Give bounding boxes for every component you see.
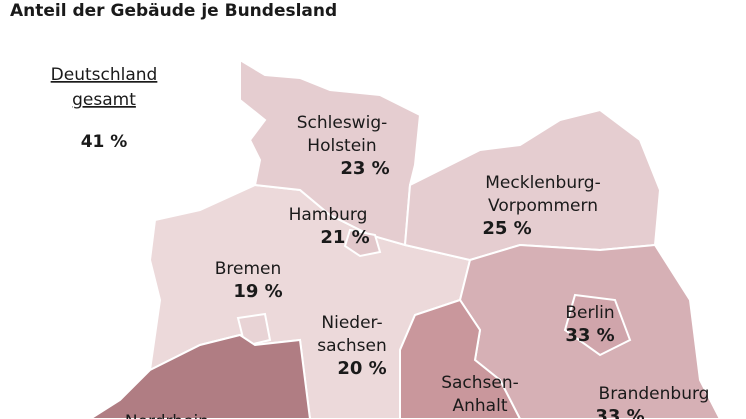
- summary-label: Deutschland: [51, 65, 158, 85]
- region-name: Mecklenburg-: [485, 173, 600, 193]
- region-name: Anhalt: [453, 396, 508, 416]
- region-value: 21 %: [320, 227, 369, 248]
- region-name: Brandenburg: [599, 384, 710, 404]
- title: Anteil der Gebäude je Bundesland: [10, 1, 337, 21]
- region-value: 20 %: [337, 358, 386, 379]
- region-name: sachsen: [317, 336, 387, 356]
- state-nrw: [88, 333, 312, 419]
- state-schleswig-holstein: [239, 58, 422, 247]
- summary-label: gesamt: [72, 90, 136, 110]
- state-berlin: [563, 293, 632, 357]
- region-value: 33 %: [595, 406, 644, 419]
- region-value: 19 %: [233, 281, 282, 302]
- region-value: 33 %: [565, 325, 614, 346]
- region-value: 25 %: [482, 218, 531, 239]
- region-name: Nieder-: [321, 313, 382, 333]
- region-name: Nordrhein-: [125, 412, 215, 419]
- states: [88, 58, 722, 419]
- region-name: Hamburg: [289, 205, 368, 225]
- region-name: Sachsen-: [441, 373, 519, 393]
- state-hamburg: [343, 228, 382, 258]
- region-name: Bremen: [215, 259, 282, 279]
- summary-value: 41 %: [81, 132, 128, 152]
- region-name: Vorpommern: [488, 196, 598, 216]
- region-name: Berlin: [565, 303, 614, 323]
- state-sachsen-anhalt: [399, 298, 522, 419]
- region-name: Schleswig-: [297, 113, 388, 133]
- region-name: Holstein: [307, 136, 376, 156]
- region-value: 23 %: [340, 158, 389, 179]
